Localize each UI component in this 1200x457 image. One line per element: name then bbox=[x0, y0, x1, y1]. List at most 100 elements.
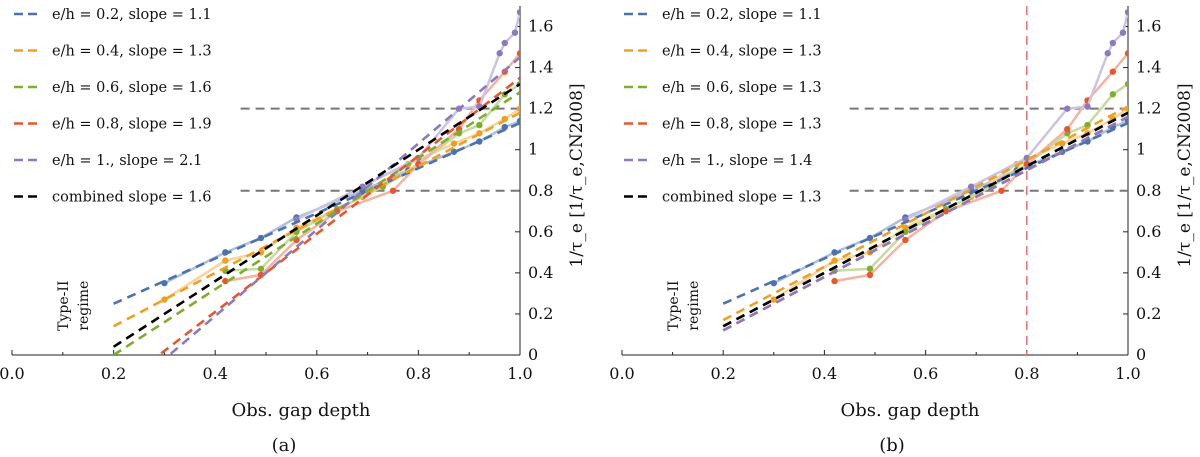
series-trace bbox=[834, 82, 1128, 273]
data-point bbox=[1119, 29, 1127, 36]
y-tick-label: 0.8 bbox=[1136, 181, 1161, 200]
plot-area bbox=[722, 6, 1128, 355]
fit-line bbox=[722, 115, 1128, 332]
fit-line bbox=[112, 91, 520, 355]
fit-line bbox=[722, 111, 1128, 328]
y-axis-label: 1/τ_e [1/τ_e,CN2008] bbox=[1175, 83, 1195, 267]
legend-label: combined slope = 1.6 bbox=[52, 190, 211, 206]
regime-label-line1: Type-II bbox=[666, 281, 682, 331]
regime-label-line1: Type-II bbox=[56, 281, 72, 331]
data-point bbox=[450, 140, 458, 147]
y-tick-label: 1 bbox=[1136, 140, 1146, 159]
data-point bbox=[222, 257, 229, 264]
y-tick-label: 1.6 bbox=[528, 17, 553, 36]
x-tick-label: 0.2 bbox=[101, 364, 126, 383]
y-tick-label: 1 bbox=[528, 140, 538, 159]
legend-label: e/h = 0.4, slope = 1.3 bbox=[662, 44, 822, 60]
data-point bbox=[222, 277, 229, 285]
data-point bbox=[770, 296, 777, 303]
data-point bbox=[501, 39, 508, 47]
y-tick-label: 0 bbox=[1136, 345, 1146, 364]
x-tick-label: 0.8 bbox=[1014, 364, 1039, 383]
data-point bbox=[998, 187, 1005, 194]
series-trace bbox=[225, 52, 520, 283]
legend-label: e/h = 0.2, slope = 1.1 bbox=[662, 7, 822, 23]
y-tick-label: 1.2 bbox=[528, 99, 553, 118]
x-tick-label: 0.4 bbox=[812, 364, 837, 383]
y-tick-label: 0.6 bbox=[1136, 222, 1161, 241]
x-tick-label: 1.0 bbox=[1115, 364, 1140, 383]
data-point bbox=[1104, 50, 1111, 57]
data-point bbox=[516, 117, 520, 125]
regime-label-line2: regime bbox=[76, 281, 92, 331]
panel-caption: (b) bbox=[879, 435, 905, 456]
data-point bbox=[1023, 154, 1030, 162]
y-tick-label: 0.4 bbox=[528, 263, 553, 282]
legend-label: e/h = 0.2, slope = 1.1 bbox=[52, 7, 212, 23]
x-axis-label: Obs. gap depth bbox=[232, 400, 371, 421]
data-point bbox=[831, 277, 838, 285]
legend-label: e/h = 0.6, slope = 1.6 bbox=[52, 80, 212, 96]
data-point bbox=[501, 123, 508, 131]
y-tick-label: 0.2 bbox=[528, 304, 553, 323]
y-tick-label: 0.2 bbox=[1136, 304, 1161, 323]
data-point bbox=[389, 187, 397, 194]
x-tick-label: 0.0 bbox=[0, 364, 25, 383]
data-point bbox=[1109, 91, 1117, 98]
legend-label: e/h = 0.4, slope = 1.3 bbox=[52, 44, 212, 60]
legend: e/h = 0.2, slope = 1.1 e/h = 0.4, slope =… bbox=[624, 7, 822, 206]
y-tick-label: 0.8 bbox=[528, 181, 553, 200]
data-point bbox=[516, 105, 520, 112]
x-tick-label: 0.6 bbox=[304, 364, 329, 383]
legend-label: e/h = 0.8, slope = 1.9 bbox=[52, 117, 212, 133]
x-tick-label: 0.8 bbox=[406, 364, 431, 383]
data-point bbox=[516, 8, 520, 16]
data-point bbox=[902, 228, 909, 236]
y-tick-label: 0.4 bbox=[1136, 263, 1161, 282]
legend-label: e/h = 1., slope = 2.1 bbox=[52, 153, 202, 169]
data-point bbox=[1064, 105, 1071, 112]
x-tick-label: 1.0 bbox=[507, 364, 532, 383]
data-point bbox=[511, 29, 519, 36]
legend: e/h = 0.2, slope = 1.1 e/h = 0.4, slope =… bbox=[14, 7, 212, 206]
x-tick-label: 0.4 bbox=[202, 364, 227, 383]
data-point bbox=[516, 50, 520, 57]
fit-line bbox=[112, 111, 520, 328]
data-point bbox=[450, 148, 458, 155]
data-point bbox=[902, 236, 909, 244]
plot-area bbox=[112, 8, 520, 355]
y-tick-label: 1.6 bbox=[1136, 17, 1161, 36]
data-point bbox=[1023, 160, 1030, 168]
data-point bbox=[1109, 68, 1117, 75]
panel-a: 0.0 0.2 0.4 0.6 0.8 1.00 0.2 0.4 0.6 0.8 1 1.2 1.4 1.… bbox=[0, 6, 587, 456]
panel-caption: (a) bbox=[272, 435, 297, 456]
regime-label: Type-II regime bbox=[666, 281, 702, 331]
data-point bbox=[257, 234, 265, 242]
data-point bbox=[359, 183, 366, 190]
panel-b: 0.0 0.2 0.4 0.6 0.8 1.00 0.2 0.4 0.6 0.8 1 1.2 1.4 1.… bbox=[609, 6, 1195, 456]
y-tick-label: 0 bbox=[528, 345, 538, 364]
fit-line bbox=[722, 105, 1128, 322]
data-point bbox=[967, 183, 975, 190]
data-point bbox=[476, 121, 483, 129]
series-trace bbox=[834, 52, 1128, 283]
y-tick-label: 1.2 bbox=[1136, 99, 1161, 118]
fit-line bbox=[156, 76, 520, 355]
data-point bbox=[161, 296, 168, 303]
regime-label-line2: regime bbox=[686, 281, 702, 331]
x-axis-label: Obs. gap depth bbox=[841, 400, 980, 421]
x-tick-label: 0.2 bbox=[710, 364, 735, 383]
x-tick-label: 0.0 bbox=[609, 364, 634, 383]
regime-label: Type-II regime bbox=[56, 281, 92, 331]
data-point bbox=[866, 265, 874, 272]
legend-label: e/h = 0.8, slope = 1.3 bbox=[662, 117, 822, 133]
data-point bbox=[866, 271, 874, 279]
data-point bbox=[1084, 103, 1091, 110]
data-point bbox=[1064, 125, 1071, 133]
data-point bbox=[1124, 8, 1128, 16]
fit-line bbox=[112, 82, 520, 348]
legend-label: e/h = 1., slope = 1.4 bbox=[662, 153, 812, 169]
y-tick-label: 1.4 bbox=[528, 58, 553, 77]
x-tick-label: 0.6 bbox=[913, 364, 938, 383]
